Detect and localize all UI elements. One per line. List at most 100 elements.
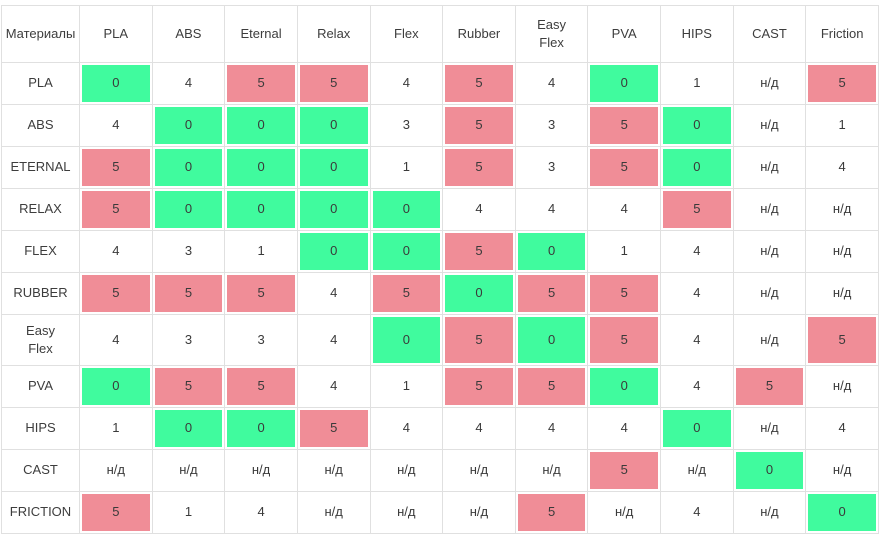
row-header: RUBBER [1, 272, 80, 315]
matrix-cell: 5 [587, 146, 661, 189]
matrix-cell: 5 [514, 491, 589, 534]
matrix-cell: 3 [514, 146, 589, 189]
table-row: FLEX 4 3 1 0 0 5 0 1 4 н/д н/д [1, 230, 879, 273]
matrix-cell: 0 [660, 407, 734, 450]
matrix-cell: 3 [151, 230, 226, 273]
matrix-cell: н/д [732, 104, 807, 147]
corner-header: Материалы [1, 5, 80, 63]
matrix-cell: 4 [660, 230, 734, 273]
table-row: FRICTION 5 1 4 н/д н/д н/д 5 н/д 4 н/д 0 [1, 491, 879, 534]
matrix-cell: н/д [732, 407, 807, 450]
matrix-cell: 1 [369, 146, 444, 189]
matrix-cell: 5 [224, 272, 298, 315]
matrix-cell: 0 [224, 188, 298, 231]
matrix-cell: 4 [660, 314, 734, 366]
matrix-cell: н/д [732, 188, 807, 231]
column-header: Flex [369, 5, 444, 63]
matrix-cell: н/д [805, 365, 879, 408]
matrix-cell: 5 [151, 365, 226, 408]
row-header: FRICTION [1, 491, 80, 534]
matrix-cell: н/д [805, 449, 879, 492]
matrix-cell: 4 [369, 62, 444, 105]
matrix-cell: н/д [660, 449, 734, 492]
matrix-cell: н/д [296, 449, 371, 492]
matrix-cell: 5 [587, 272, 661, 315]
matrix-cell: 5 [732, 365, 807, 408]
matrix-cell: 5 [587, 104, 661, 147]
matrix-cell: 5 [224, 62, 298, 105]
matrix-cell: 0 [151, 146, 226, 189]
column-header: Rubber [442, 5, 516, 63]
matrix-cell: 4 [151, 62, 226, 105]
matrix-cell: 4 [805, 146, 879, 189]
matrix-cell: 0 [369, 230, 444, 273]
matrix-cell: 4 [296, 365, 371, 408]
matrix-cell: 4 [296, 314, 371, 366]
row-header: ETERNAL [1, 146, 80, 189]
matrix-cell: 5 [442, 104, 516, 147]
header-row: Материалы PLA ABS Eternal Relax Flex Rubber Ea… [1, 5, 879, 63]
matrix-cell: н/д [296, 491, 371, 534]
matrix-cell: 0 [442, 272, 516, 315]
table-row: RUBBER 5 5 5 4 5 0 5 5 4 н/д н/д [1, 272, 879, 315]
table-row: Easy Flex 4 3 3 4 0 5 0 5 4 н/д 5 [1, 314, 879, 366]
matrix-cell: 5 [442, 365, 516, 408]
matrix-cell: 0 [224, 407, 298, 450]
matrix-cell: 0 [805, 491, 879, 534]
matrix-cell: н/д [587, 491, 661, 534]
matrix-cell: н/д [514, 449, 589, 492]
matrix-cell: 1 [79, 407, 153, 450]
matrix-cell: 5 [805, 314, 879, 366]
matrix-cell: н/д [369, 449, 444, 492]
matrix-cell: 4 [587, 407, 661, 450]
matrix-cell: 5 [805, 62, 879, 105]
matrix-cell: 4 [79, 104, 153, 147]
column-header: PVA [587, 5, 661, 63]
matrix-cell: 0 [732, 449, 807, 492]
matrix-cell: н/д [805, 272, 879, 315]
matrix-cell: 0 [296, 230, 371, 273]
matrix-cell: 3 [224, 314, 298, 366]
matrix-cell: н/д [79, 449, 153, 492]
table-row: HIPS 1 0 0 5 4 4 4 4 0 н/д 4 [1, 407, 879, 450]
table-row: PVA 0 5 5 4 1 5 5 0 4 5 н/д [1, 365, 879, 408]
matrix-cell: 4 [442, 407, 516, 450]
table-row: ETERNAL 5 0 0 0 1 5 3 5 0 н/д 4 [1, 146, 879, 189]
row-header: HIPS [1, 407, 80, 450]
matrix-cell: н/д [805, 230, 879, 273]
matrix-cell: 0 [151, 407, 226, 450]
table-row: PLA 0 4 5 5 4 5 4 0 1 н/д 5 [1, 62, 879, 105]
matrix-cell: 0 [587, 62, 661, 105]
matrix-cell: н/д [732, 230, 807, 273]
column-header: ABS [151, 5, 226, 63]
row-header: FLEX [1, 230, 80, 273]
matrix-cell: 5 [79, 491, 153, 534]
row-header: ABS [1, 104, 80, 147]
matrix-cell: н/д [732, 491, 807, 534]
matrix-cell: 5 [79, 188, 153, 231]
column-header: Friction [805, 5, 879, 63]
column-header: Relax [296, 5, 371, 63]
row-header: PVA [1, 365, 80, 408]
matrix-cell: 5 [587, 449, 661, 492]
matrix-cell: н/д [732, 272, 807, 315]
matrix-cell: 1 [587, 230, 661, 273]
matrix-cell: 0 [151, 104, 226, 147]
matrix-cell: 0 [296, 104, 371, 147]
matrix-cell: 0 [151, 188, 226, 231]
matrix-cell: 3 [514, 104, 589, 147]
table-row: CAST н/д н/д н/д н/д н/д н/д н/д 5 н/д 0 н/д [1, 449, 879, 492]
matrix-cell: 3 [151, 314, 226, 366]
matrix-cell: 3 [369, 104, 444, 147]
matrix-cell: 4 [514, 188, 589, 231]
matrix-cell: 5 [442, 62, 516, 105]
row-header: PLA [1, 62, 80, 105]
table-body: PLA 0 4 5 5 4 5 4 0 1 н/д 5 ABS 4 0 0 0 3 5 3 5 0 н/д 1 ETERNAL 5… [1, 62, 879, 534]
matrix-cell: н/д [442, 491, 516, 534]
matrix-cell: 5 [442, 230, 516, 273]
matrix-cell: 5 [514, 272, 589, 315]
matrix-cell: 1 [369, 365, 444, 408]
matrix-cell: 4 [369, 407, 444, 450]
matrix-cell: 5 [224, 365, 298, 408]
matrix-cell: 4 [296, 272, 371, 315]
